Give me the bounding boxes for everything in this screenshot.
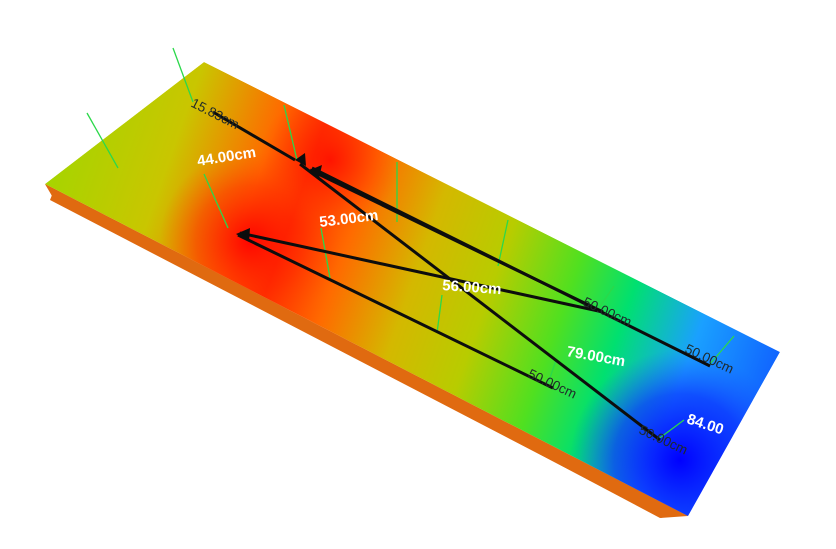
arrow-line	[239, 231, 604, 314]
arrow-head	[295, 153, 306, 166]
arrow-line	[311, 166, 711, 368]
probe-pin	[656, 419, 685, 441]
label-56-00: 56.00cm	[442, 277, 502, 298]
arrow-line	[212, 110, 296, 162]
probe-pin	[172, 47, 194, 103]
base-slab-edge	[45, 184, 688, 518]
probe-pin	[709, 335, 735, 365]
probe-pin	[497, 219, 509, 267]
probe-pin	[595, 285, 615, 313]
probe-pin	[283, 104, 298, 161]
probe-pin	[436, 294, 443, 334]
arrow-line	[237, 233, 554, 390]
arrow-line	[299, 162, 661, 442]
probe-pin	[203, 173, 229, 229]
arrow-head	[310, 165, 322, 178]
probe-pin	[86, 112, 119, 169]
measurement-arrows	[212, 110, 711, 442]
probe-pin	[547, 359, 557, 385]
arrow-head	[236, 228, 250, 242]
